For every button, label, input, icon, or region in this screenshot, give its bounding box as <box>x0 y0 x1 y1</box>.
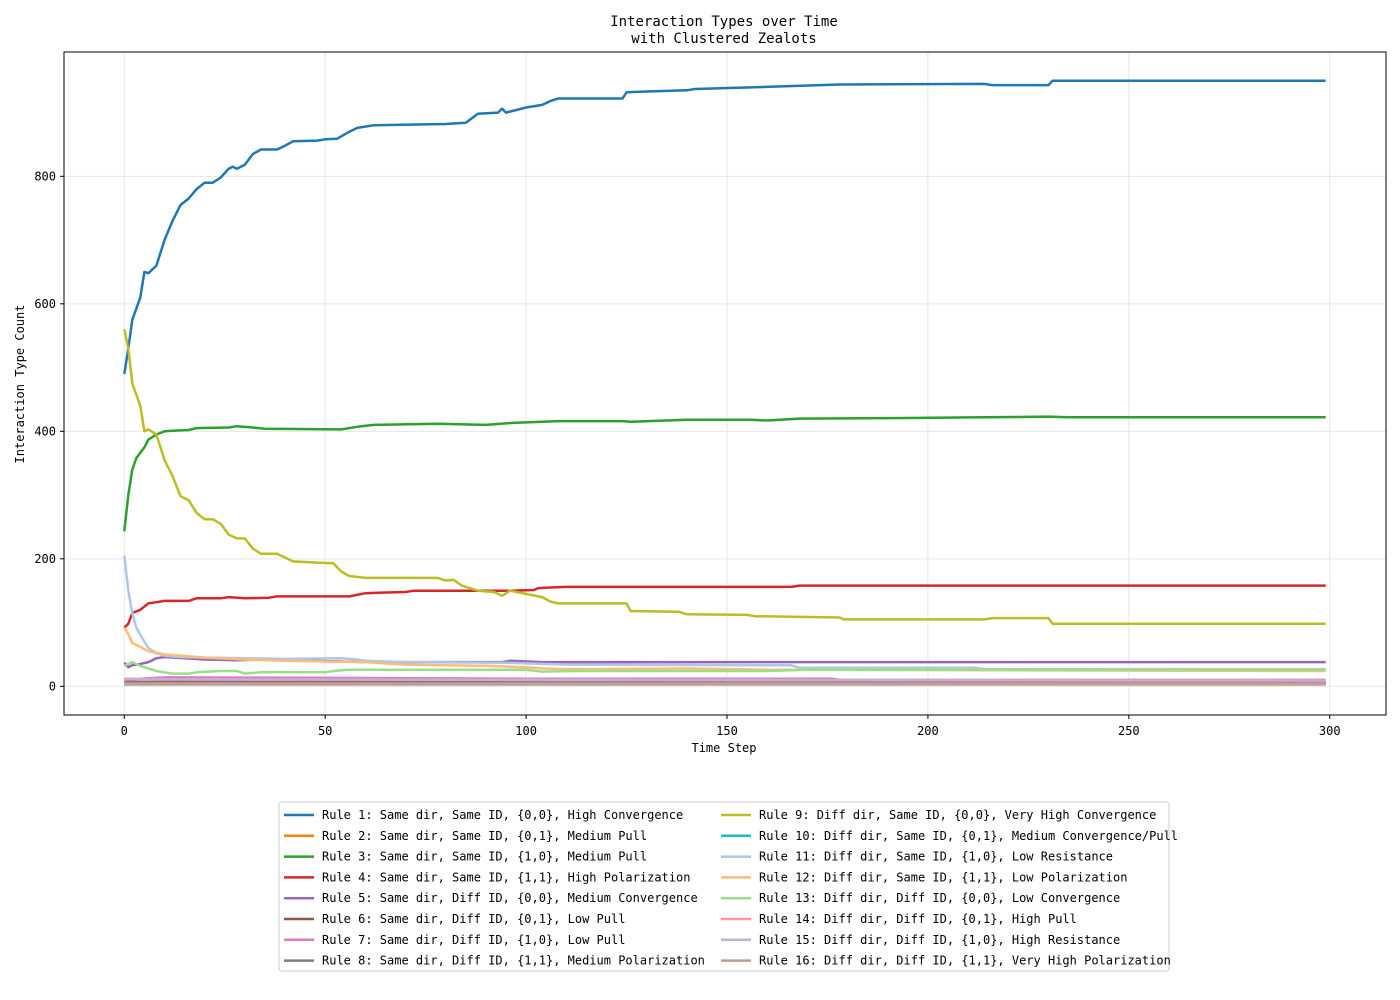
x-tick-label: 100 <box>515 724 537 738</box>
legend-label: Rule 3: Same dir, Same ID, {1,0}, Medium… <box>322 850 647 864</box>
legend-label: Rule 2: Same dir, Same ID, {0,1}, Medium… <box>322 829 647 843</box>
y-tick-label: 400 <box>34 424 56 438</box>
x-tick-label: 300 <box>1319 724 1341 738</box>
x-axis-label: Time Step <box>691 741 756 755</box>
x-tick-label: 250 <box>1118 724 1140 738</box>
y-tick-label: 600 <box>34 297 56 311</box>
x-tick-label: 0 <box>121 724 128 738</box>
legend-label: Rule 14: Diff dir, Diff ID, {0,1}, High … <box>759 912 1077 926</box>
legend-label: Rule 5: Same dir, Diff ID, {0,0}, Medium… <box>322 891 698 905</box>
series-line-rule-12 <box>123 627 1326 673</box>
x-tick-label: 150 <box>716 724 738 738</box>
series-line-rule-1 <box>123 79 1326 375</box>
y-tick-label: 200 <box>34 552 56 566</box>
legend-label: Rule 13: Diff dir, Diff ID, {0,0}, Low C… <box>759 891 1120 905</box>
series-line-rule-4 <box>123 584 1326 629</box>
chart-title-line-1: Interaction Types over Time <box>610 14 838 30</box>
series-line-rule-9 <box>123 329 1326 626</box>
y-tick-label: 0 <box>49 679 56 693</box>
axis-ticks: 0 50 100 150 200 250 300 0 200 400 600 800 <box>34 169 1340 738</box>
series-line-rule-5 <box>123 655 1326 669</box>
legend-entries: Rule 1: Same dir, Same ID, {0,0}, High C… <box>284 808 1178 968</box>
legend-label: Rule 12: Diff dir, Same ID, {1,1}, Low P… <box>759 870 1127 884</box>
series-line-rule-13 <box>123 660 1326 675</box>
legend-label: Rule 4: Same dir, Same ID, {1,1}, High P… <box>322 870 690 884</box>
legend-label: Rule 1: Same dir, Same ID, {0,0}, High C… <box>322 808 683 822</box>
x-tick-label: 50 <box>318 724 332 738</box>
legend-label: Rule 11: Diff dir, Same ID, {1,0}, Low R… <box>759 850 1113 864</box>
series-lines <box>123 79 1326 686</box>
legend-label: Rule 15: Diff dir, Diff ID, {1,0}, High … <box>759 933 1120 947</box>
legend-box <box>278 801 1170 972</box>
plot-frame <box>63 51 1387 716</box>
series-line-rule-15 <box>124 677 1326 682</box>
legend-label: Rule 6: Same dir, Diff ID, {0,1}, Low Pu… <box>322 912 625 926</box>
legend-label: Rule 9: Diff dir, Same ID, {0,0}, Very H… <box>759 808 1156 822</box>
series-line-rule-11 <box>123 555 1326 671</box>
legend-label: Rule 7: Same dir, Diff ID, {1,0}, Low Pu… <box>322 933 625 947</box>
legend-label: Rule 16: Diff dir, Diff ID, {1,1}, Very … <box>759 954 1171 968</box>
x-tick-label: 200 <box>917 724 939 738</box>
y-tick-label: 800 <box>34 169 56 183</box>
grid <box>64 52 1386 715</box>
legend-label: Rule 10: Diff dir, Same ID, {0,1}, Mediu… <box>759 829 1178 843</box>
y-axis-label: Interaction Type Count <box>13 305 27 464</box>
chart-title-line-2: with Clustered Zealots <box>631 31 816 47</box>
legend-label: Rule 8: Same dir, Diff ID, {1,1}, Medium… <box>322 954 705 968</box>
series-line-rule-3 <box>123 415 1326 532</box>
legend: Rule 1: Same dir, Same ID, {0,0}, High C… <box>278 801 1178 972</box>
